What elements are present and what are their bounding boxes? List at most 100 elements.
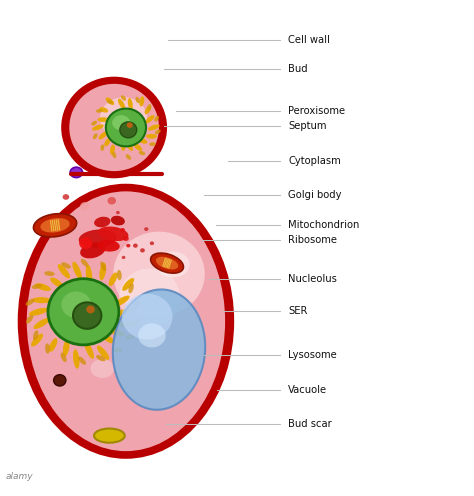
- Ellipse shape: [138, 138, 147, 144]
- Ellipse shape: [31, 334, 43, 347]
- Ellipse shape: [118, 99, 125, 109]
- Ellipse shape: [116, 211, 120, 214]
- Text: SER: SER: [288, 307, 308, 316]
- Ellipse shape: [86, 265, 92, 284]
- Ellipse shape: [84, 341, 94, 359]
- Ellipse shape: [97, 240, 120, 251]
- Ellipse shape: [81, 259, 89, 267]
- Ellipse shape: [104, 138, 110, 146]
- Ellipse shape: [80, 202, 90, 211]
- Ellipse shape: [149, 142, 156, 146]
- Ellipse shape: [80, 243, 106, 258]
- Ellipse shape: [113, 232, 205, 316]
- Ellipse shape: [73, 261, 82, 280]
- Ellipse shape: [132, 318, 141, 325]
- Text: Septum: Septum: [288, 121, 327, 131]
- Ellipse shape: [120, 228, 125, 232]
- Ellipse shape: [98, 117, 109, 122]
- Ellipse shape: [122, 278, 134, 291]
- Ellipse shape: [34, 318, 50, 329]
- Ellipse shape: [146, 134, 157, 139]
- Ellipse shape: [29, 308, 48, 316]
- Ellipse shape: [97, 346, 109, 360]
- Ellipse shape: [154, 116, 159, 122]
- Ellipse shape: [133, 244, 138, 248]
- Ellipse shape: [100, 144, 104, 151]
- Text: Peroxisome: Peroxisome: [288, 106, 345, 116]
- Ellipse shape: [156, 257, 178, 269]
- Ellipse shape: [48, 279, 119, 345]
- Ellipse shape: [106, 109, 146, 146]
- Ellipse shape: [70, 167, 82, 178]
- Ellipse shape: [94, 217, 110, 227]
- Ellipse shape: [61, 262, 71, 269]
- Ellipse shape: [107, 100, 113, 104]
- Ellipse shape: [44, 271, 55, 276]
- Text: Lysosome: Lysosome: [288, 350, 337, 360]
- Ellipse shape: [144, 227, 148, 231]
- Ellipse shape: [128, 283, 134, 293]
- Ellipse shape: [120, 139, 125, 151]
- Text: Nucleolus: Nucleolus: [288, 274, 337, 284]
- Ellipse shape: [61, 77, 167, 178]
- Ellipse shape: [139, 96, 144, 107]
- Ellipse shape: [122, 256, 126, 259]
- Ellipse shape: [113, 296, 130, 307]
- Ellipse shape: [54, 374, 66, 386]
- Text: Vacuole: Vacuole: [288, 385, 327, 395]
- Ellipse shape: [156, 251, 190, 278]
- Ellipse shape: [58, 264, 70, 278]
- Ellipse shape: [45, 343, 50, 354]
- Ellipse shape: [50, 278, 63, 287]
- Ellipse shape: [151, 253, 183, 273]
- Ellipse shape: [26, 315, 33, 323]
- Ellipse shape: [138, 323, 166, 348]
- Ellipse shape: [139, 151, 145, 155]
- Ellipse shape: [91, 359, 114, 378]
- Text: Golgi body: Golgi body: [288, 190, 342, 200]
- Ellipse shape: [125, 335, 135, 340]
- Ellipse shape: [134, 143, 142, 151]
- Ellipse shape: [140, 248, 145, 252]
- Ellipse shape: [117, 270, 122, 280]
- Ellipse shape: [79, 230, 117, 248]
- Ellipse shape: [110, 144, 115, 155]
- Ellipse shape: [40, 218, 70, 233]
- Ellipse shape: [91, 121, 97, 125]
- Ellipse shape: [63, 339, 70, 356]
- Text: Bud: Bud: [288, 64, 308, 74]
- Ellipse shape: [119, 268, 180, 327]
- Ellipse shape: [145, 106, 151, 114]
- Ellipse shape: [101, 333, 114, 343]
- Ellipse shape: [147, 104, 151, 111]
- Ellipse shape: [113, 290, 205, 410]
- Ellipse shape: [100, 263, 106, 280]
- Ellipse shape: [112, 115, 130, 130]
- Text: Mitochondrion: Mitochondrion: [288, 220, 359, 230]
- Ellipse shape: [121, 95, 126, 101]
- Ellipse shape: [98, 227, 128, 241]
- Text: Bud scar: Bud scar: [288, 419, 332, 429]
- Ellipse shape: [78, 357, 86, 365]
- Ellipse shape: [92, 124, 104, 130]
- Ellipse shape: [108, 197, 116, 204]
- Ellipse shape: [112, 348, 122, 353]
- Ellipse shape: [100, 107, 108, 113]
- Ellipse shape: [96, 355, 106, 361]
- Ellipse shape: [123, 236, 129, 241]
- Ellipse shape: [119, 321, 138, 327]
- Ellipse shape: [96, 109, 103, 113]
- Ellipse shape: [148, 124, 160, 130]
- Ellipse shape: [145, 115, 155, 124]
- Ellipse shape: [32, 284, 42, 289]
- Ellipse shape: [126, 154, 131, 160]
- Ellipse shape: [127, 123, 133, 128]
- Ellipse shape: [109, 272, 118, 286]
- Ellipse shape: [32, 297, 51, 303]
- Ellipse shape: [63, 194, 69, 200]
- Text: alamy: alamy: [5, 472, 33, 481]
- Ellipse shape: [62, 292, 91, 318]
- Ellipse shape: [73, 349, 80, 369]
- Ellipse shape: [33, 330, 38, 340]
- Ellipse shape: [61, 353, 67, 362]
